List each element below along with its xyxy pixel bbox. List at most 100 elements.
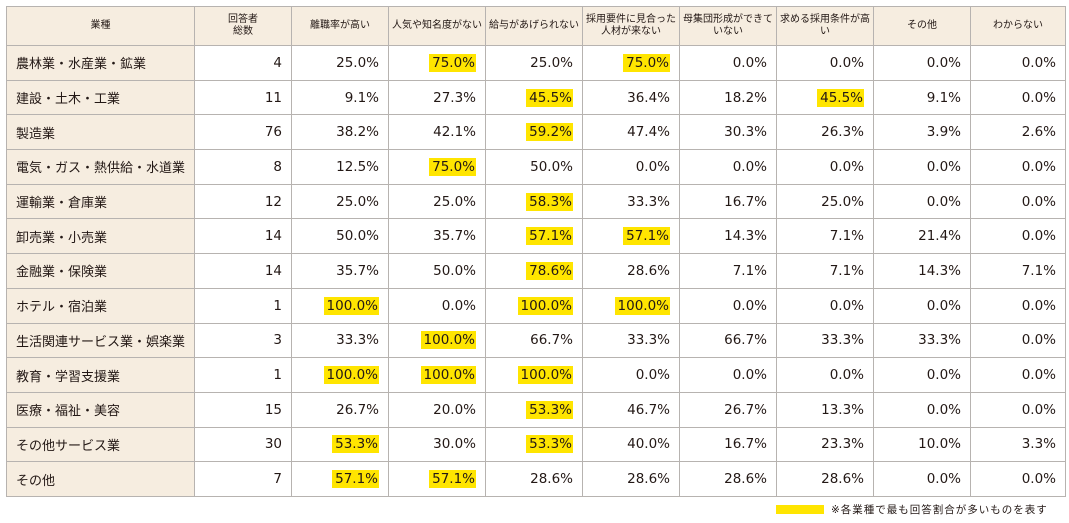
cell-value: 30.0%: [433, 436, 476, 453]
cell-value: 33.3%: [918, 332, 961, 349]
percentage-cell: 0.0%: [388, 287, 486, 324]
cell-value: 18.2%: [724, 89, 767, 106]
percentage-cell: 100.0%: [485, 357, 583, 393]
cell-value: 16.7%: [724, 436, 767, 453]
cell-value: 28.6%: [821, 471, 864, 488]
cell-value: 0.0%: [926, 193, 961, 210]
percentage-cell: 16.7%: [679, 426, 777, 463]
column-header-label: 給与があげられない: [489, 20, 579, 31]
percentage-cell: 40.0%: [582, 426, 680, 463]
highlighted-value: 53.3%: [332, 435, 379, 454]
table-row: 卸売業・小売業 14 50.0% 35.7% 57.1% 57.1% 14.3% 7.1% 21…: [6, 218, 1066, 255]
percentage-cell: 28.6%: [679, 461, 777, 497]
cell-value: 46.7%: [627, 401, 670, 418]
cell-value: 28.6%: [627, 262, 670, 279]
industry-cell: 運輸業・倉庫業: [6, 183, 195, 220]
column-header: 回答者 総数: [194, 6, 292, 46]
percentage-cell: 0.0%: [970, 45, 1066, 81]
cell-value: 0.0%: [1021, 89, 1056, 106]
cell-value: 0.0%: [1021, 228, 1056, 245]
cell-value: 66.7%: [724, 332, 767, 349]
percentage-cell: 53.3%: [485, 391, 583, 428]
percentage-cell: 0.0%: [970, 357, 1066, 393]
percentage-cell: 59.2%: [485, 114, 583, 151]
column-header-label: 人気や知名度がない: [392, 20, 482, 31]
highlighted-value: 45.5%: [526, 88, 573, 107]
respondent-count-cell: 12: [194, 183, 292, 220]
percentage-cell: 0.0%: [970, 322, 1066, 359]
table-row: 医療・福祉・美容 15 26.7% 20.0% 53.3% 46.7% 26.7% 13.3%…: [6, 391, 1066, 428]
percentage-cell: 0.0%: [679, 287, 777, 324]
highlighted-value: 100.0%: [420, 366, 476, 385]
cell-value: 0.0%: [732, 54, 767, 71]
cell-value: 50.0%: [530, 158, 573, 175]
percentage-cell: 20.0%: [388, 391, 486, 428]
percentage-cell: 33.3%: [582, 322, 680, 359]
cell-value: 0.0%: [1021, 54, 1056, 71]
table-row: その他 7 57.1% 57.1% 28.6% 28.6% 28.6% 28.6% 0.0% 0.…: [6, 461, 1066, 497]
percentage-cell: 100.0%: [291, 357, 389, 393]
highlighted-value: 75.0%: [429, 157, 476, 176]
percentage-cell: 0.0%: [776, 149, 874, 185]
industry-cell: その他サービス業: [6, 426, 195, 463]
percentage-cell: 36.4%: [582, 79, 680, 116]
table-body: 農林業・水産業・鉱業 4 25.0% 75.0% 25.0% 75.0% 0.0% 0.0% 0…: [6, 45, 1066, 497]
column-header: 求める採用条件が高い: [776, 6, 874, 46]
percentage-cell: 25.0%: [388, 183, 486, 220]
percentage-cell: 10.0%: [873, 426, 971, 463]
cell-value: 42.1%: [433, 124, 476, 141]
cell-value: 9.1%: [344, 89, 379, 106]
percentage-cell: 35.7%: [291, 253, 389, 289]
percentage-cell: 45.5%: [485, 79, 583, 116]
percentage-cell: 75.0%: [582, 45, 680, 81]
cell-value: 0.0%: [926, 158, 961, 175]
highlighted-value: 78.6%: [526, 261, 573, 280]
column-header: 採用要件に見合った人材が来ない: [582, 6, 680, 46]
highlighted-value: 100.0%: [420, 331, 476, 350]
percentage-cell: 0.0%: [873, 391, 971, 428]
table-row: 教育・学習支援業 1 100.0% 100.0% 100.0% 0.0% 0.0% 0.0% 0…: [6, 357, 1066, 393]
cell-value: 25.0%: [336, 193, 379, 210]
highlighted-value: 100.0%: [614, 296, 670, 315]
highlighted-value: 57.1%: [332, 470, 379, 489]
cell-value: 47.4%: [627, 124, 670, 141]
percentage-cell: 18.2%: [679, 79, 777, 116]
percentage-cell: 42.1%: [388, 114, 486, 151]
table-row: 建設・土木・工業 11 9.1% 27.3% 45.5% 36.4% 18.2% 45.5% 9…: [6, 79, 1066, 116]
cell-value: 0.0%: [926, 401, 961, 418]
percentage-cell: 0.0%: [970, 218, 1066, 255]
percentage-cell: 26.3%: [776, 114, 874, 151]
percentage-cell: 57.1%: [582, 218, 680, 255]
percentage-cell: 33.3%: [291, 322, 389, 359]
cell-value: 26.7%: [336, 401, 379, 418]
respondent-count-cell: 7: [194, 461, 292, 497]
percentage-cell: 7.1%: [679, 253, 777, 289]
column-header-label: わからない: [993, 20, 1043, 31]
cell-value: 21.4%: [918, 228, 961, 245]
industry-cell: 建設・土木・工業: [6, 79, 195, 116]
percentage-cell: 9.1%: [873, 79, 971, 116]
cell-value: 16.7%: [724, 193, 767, 210]
percentage-cell: 28.6%: [582, 253, 680, 289]
highlighted-value: 75.0%: [429, 53, 476, 72]
column-header-label: 業種: [90, 20, 111, 31]
cell-value: 33.3%: [336, 332, 379, 349]
cell-value: 9.1%: [926, 89, 961, 106]
percentage-cell: 50.0%: [291, 218, 389, 255]
cell-value: 36.4%: [627, 89, 670, 106]
column-header: 離職率が高い: [291, 6, 389, 46]
percentage-cell: 100.0%: [291, 287, 389, 324]
industry-cell: ホテル・宿泊業: [6, 287, 195, 324]
cell-value: 25.0%: [821, 193, 864, 210]
highlighted-value: 59.2%: [526, 123, 573, 142]
highlighted-value: 57.1%: [429, 470, 476, 489]
percentage-cell: 57.1%: [291, 461, 389, 497]
cell-value: 3.9%: [926, 124, 961, 141]
industry-cell: 生活関連サービス業・娯楽業: [6, 322, 195, 359]
industry-cell: 金融業・保険業: [6, 253, 195, 289]
respondent-count-cell: 11: [194, 79, 292, 116]
cell-value: 14.3%: [724, 228, 767, 245]
cell-value: 10.0%: [918, 436, 961, 453]
highlighted-value: 100.0%: [517, 366, 573, 385]
cell-value: 25.0%: [433, 193, 476, 210]
